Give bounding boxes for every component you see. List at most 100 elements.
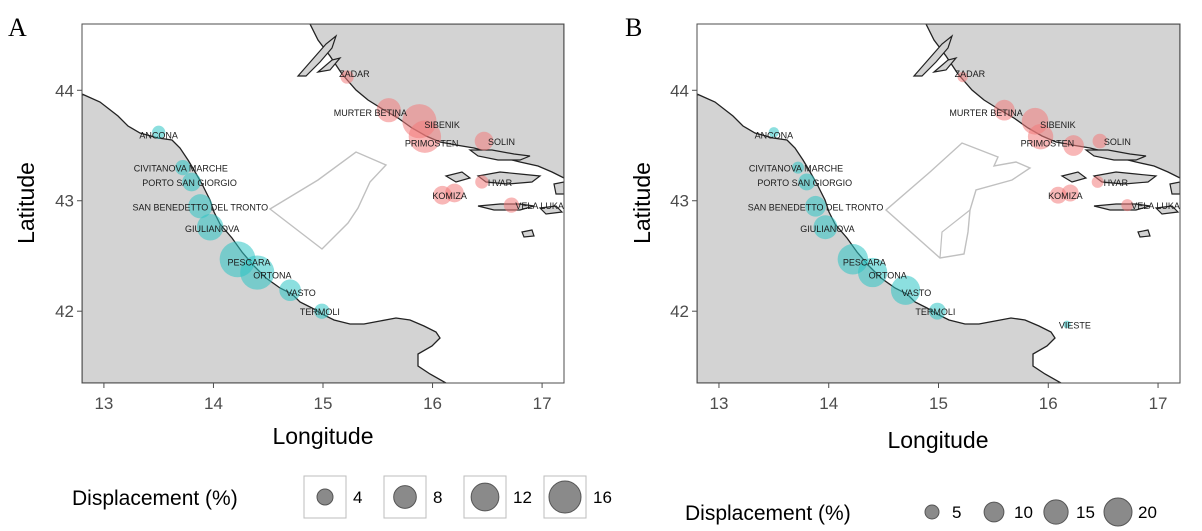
port-label: CIVITANOVA MARCHE	[134, 164, 228, 174]
port-marker-vela-luka	[503, 197, 520, 213]
panel-tag: B	[625, 13, 642, 42]
port-label: GIULIANOVA	[800, 224, 854, 234]
port-label: SOLIN	[1104, 137, 1131, 147]
protected-area-divider	[939, 209, 971, 259]
port-label: VELA LUKA	[1131, 201, 1180, 211]
y-axis-title: Latitude	[13, 162, 39, 244]
port-marker-ancona	[768, 127, 780, 138]
port-label: ZADAR	[955, 69, 986, 79]
port-label: HVAR	[1104, 178, 1129, 188]
port-marker-primosten	[1027, 123, 1054, 150]
map-area: ZADAR MURTER BETINA SIBENIK PRIMOSTEN SOLIN H…	[697, 24, 1180, 383]
size-legend: Displacement (%) 5 10 15 20	[685, 497, 1157, 527]
y-tick-label: 42	[55, 302, 74, 321]
port-marker-zadar	[340, 70, 354, 84]
port-markers	[152, 70, 520, 319]
x-tick-label: 14	[819, 394, 838, 413]
port-label: HVAR	[488, 178, 513, 188]
port-marker-ortona	[240, 255, 275, 290]
port-label: VASTO	[286, 288, 316, 298]
port-label: PESCARA	[843, 257, 886, 267]
y-tick-label: 44	[670, 81, 689, 100]
port-marker-zadar	[957, 71, 968, 83]
port-marker-san-benedetto-del-tronto	[188, 194, 213, 219]
x-tick-label: 15	[929, 394, 948, 413]
legend-title: Displacement (%)	[685, 502, 851, 525]
x-tick-label: 17	[1149, 394, 1168, 413]
legend-circle	[548, 480, 582, 514]
legend-circle	[1043, 499, 1069, 525]
croatian-islands	[296, 34, 564, 238]
port-label: PRIMOSTEN	[405, 139, 459, 149]
legend-value-label: 16	[593, 488, 612, 507]
port-label: GIULIANOVA	[185, 224, 239, 234]
port-label: ORTONA	[869, 271, 907, 281]
port-label: ANCONA	[139, 130, 178, 140]
port-marker-termoli	[314, 303, 330, 319]
port-label: SOLIN	[488, 137, 515, 147]
port-marker-komiza	[445, 183, 464, 203]
port-marker-giulianova	[196, 214, 224, 241]
legend-value-label: 12	[513, 488, 532, 507]
legend-value-label: 20	[1138, 503, 1157, 522]
port-label: VIESTE	[1059, 320, 1091, 330]
panel-tag: A	[8, 13, 27, 42]
port-label: VELA LUKA	[515, 201, 564, 211]
x-tick-label: 13	[94, 394, 113, 413]
legend-circle	[924, 504, 940, 520]
croatian-islands	[912, 34, 1180, 238]
port-label: SAN BENEDETTO DEL TRONTO	[748, 202, 884, 212]
port-label: PORTO SAN GIORGIO	[142, 178, 237, 188]
legend-circle	[1103, 497, 1133, 527]
port-label: ORTONA	[253, 271, 291, 281]
y-axis-title: Latitude	[629, 162, 655, 244]
legend-circle	[316, 488, 334, 506]
x-tick-label: 16	[1039, 394, 1058, 413]
port-marker-porto-san-giorgio	[798, 173, 816, 191]
legend-key-box	[303, 475, 347, 519]
port-label: PORTO SAN GIORGIO	[757, 178, 852, 188]
port-marker-civitanova-marche	[175, 159, 191, 176]
port-label: VASTO	[902, 288, 932, 298]
legend-circle	[983, 501, 1005, 523]
x-tick-label: 15	[314, 394, 333, 413]
legend-title: Displacement (%)	[72, 487, 238, 510]
port-label: PESCARA	[228, 257, 271, 267]
port-label: SIBENIK	[1040, 120, 1076, 130]
port-marker-vasto	[279, 279, 301, 302]
x-axis-title: Longitude	[272, 423, 373, 449]
port-labels: ZADAR MURTER BETINA SIBENIK PRIMOSTEN SOLIN H…	[748, 69, 1180, 330]
port-label: KOMIZA	[1048, 191, 1083, 201]
port-marker-ancona	[152, 125, 166, 139]
port-marker-komiza	[1061, 184, 1079, 202]
port-marker-hvar	[1091, 175, 1104, 188]
port-marker-murter-betina	[376, 98, 401, 123]
legend-value-label: 8	[433, 488, 442, 507]
axes: 13 14 15 16 17 42 43 44	[670, 81, 1167, 413]
legend-value-label: 5	[952, 503, 961, 522]
port-marker-giulianova	[813, 215, 838, 240]
port-label: SAN BENEDETTO DEL TRONTO	[132, 202, 268, 212]
port-label: PRIMOSTEN	[1021, 139, 1075, 149]
port-label: ANCONA	[755, 130, 794, 140]
port-marker-primosten	[1063, 135, 1084, 156]
port-label: CIVITANOVA MARCHE	[749, 164, 843, 174]
x-tick-label: 13	[709, 394, 728, 413]
port-marker-solin	[1092, 133, 1108, 149]
legend-circle	[470, 482, 500, 512]
protected-area-outline	[268, 151, 388, 250]
y-tick-label: 44	[55, 81, 74, 100]
x-tick-label: 17	[533, 394, 552, 413]
port-marker-vela-luka	[1121, 199, 1134, 212]
port-marker-san-benedetto-del-tronto	[805, 195, 826, 217]
port-marker-ortona	[857, 257, 888, 288]
legend-value-label: 10	[1014, 503, 1033, 522]
legend-value-label: 4	[353, 488, 362, 507]
port-label: MURTER BETINA	[334, 108, 407, 118]
port-marker-civitanova-marche	[792, 161, 804, 174]
port-markers	[768, 71, 1134, 329]
map-panel-b: B ZADAR MURTER BETINA SIBENIK PRIMOSTEN SOLI…	[625, 13, 1181, 527]
axes: 13 14 15 16 17 42 43 44	[55, 81, 551, 413]
